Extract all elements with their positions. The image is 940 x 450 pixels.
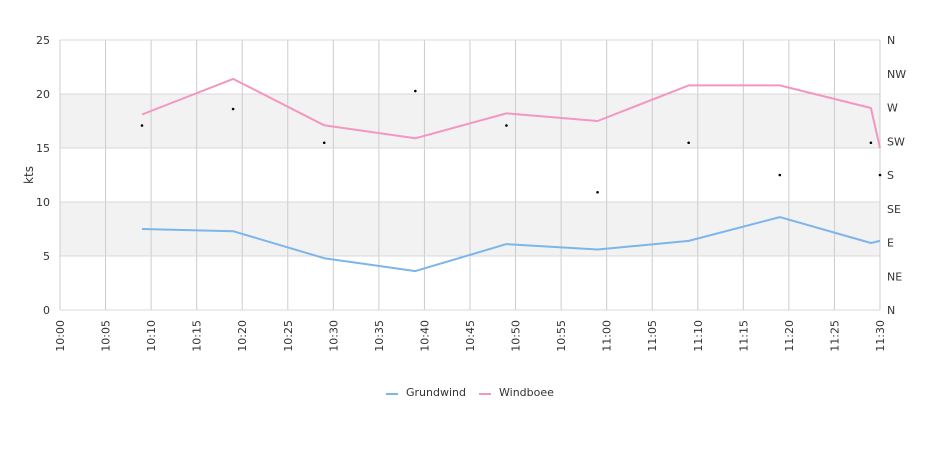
legend-item-windboee[interactable]: Windboee	[479, 386, 554, 399]
y-tick-label: 0	[43, 304, 50, 317]
direction-point	[687, 141, 690, 145]
y-axis-right-ticks: N NE E SE S SW W NW N	[887, 34, 906, 317]
y-right-tick-label: E	[887, 237, 894, 250]
y-right-tick-label: S	[887, 169, 894, 182]
direction-point	[596, 190, 599, 194]
series-line-windboee	[141, 77, 881, 149]
x-axis-ticks: 10:00 10:05 10:10 10:15 10:20 10:25 10:30 10:35…	[54, 320, 887, 352]
y-tick-label: 25	[36, 34, 50, 47]
y-axis-left-ticks: 0 5 10 15 20 25	[36, 34, 50, 317]
x-tick-label: 10:25	[282, 320, 295, 352]
y-tick-label: 20	[36, 88, 50, 101]
x-tick-label: 10:05	[100, 320, 113, 352]
x-tick-label: 11:10	[692, 320, 705, 352]
x-tick-label: 11:05	[646, 320, 659, 352]
y-tick-label: 15	[36, 142, 50, 155]
x-tick-label: 10:15	[191, 320, 204, 352]
direction-point	[322, 141, 326, 145]
vertical-gridlines	[59, 40, 881, 310]
series-line-grundwind	[141, 216, 881, 273]
x-tick-label: 11:20	[783, 320, 796, 352]
y-right-tick-label: W	[887, 102, 898, 115]
direction-point	[505, 124, 508, 127]
x-tick-label: 10:50	[510, 320, 523, 352]
legend: Grundwind Windboee	[386, 386, 554, 399]
direction-point	[414, 89, 417, 93]
y-right-tick-label: N	[887, 34, 895, 47]
x-tick-label: 10:35	[373, 320, 386, 352]
y-right-tick-label: N	[887, 304, 895, 317]
y-tick-label: 5	[43, 250, 50, 263]
x-tick-label: 11:25	[828, 320, 841, 352]
y-right-tick-label: SE	[887, 203, 901, 216]
series-lines	[141, 77, 881, 273]
direction-point	[869, 141, 873, 145]
x-tick-label: 11:15	[737, 320, 750, 352]
y-right-tick-label: NE	[887, 270, 902, 283]
direction-points	[140, 89, 882, 194]
x-tick-label: 10:20	[236, 320, 249, 352]
x-tick-label: 11:00	[601, 320, 614, 352]
direction-point	[778, 173, 782, 177]
direction-point	[878, 173, 882, 177]
y-right-tick-label: NW	[887, 68, 906, 81]
legend-label: Grundwind	[406, 386, 466, 399]
y-tick-label: 10	[36, 196, 50, 209]
x-tick-label: 10:55	[555, 320, 568, 352]
x-tick-label: 11:30	[874, 320, 887, 352]
x-tick-label: 10:10	[145, 320, 158, 352]
y-right-tick-label: SW	[887, 135, 905, 148]
horizontal-gridlines	[60, 39, 880, 311]
y-axis-title: kts	[22, 166, 36, 184]
x-tick-label: 10:45	[464, 320, 477, 352]
x-tick-label: 10:00	[54, 320, 67, 352]
direction-point	[231, 107, 235, 111]
legend-label: Windboee	[499, 386, 554, 399]
legend-item-grundwind[interactable]: Grundwind	[386, 386, 466, 399]
x-tick-label: 10:30	[327, 320, 340, 352]
direction-point	[140, 124, 144, 127]
x-tick-label: 10:40	[418, 320, 431, 352]
